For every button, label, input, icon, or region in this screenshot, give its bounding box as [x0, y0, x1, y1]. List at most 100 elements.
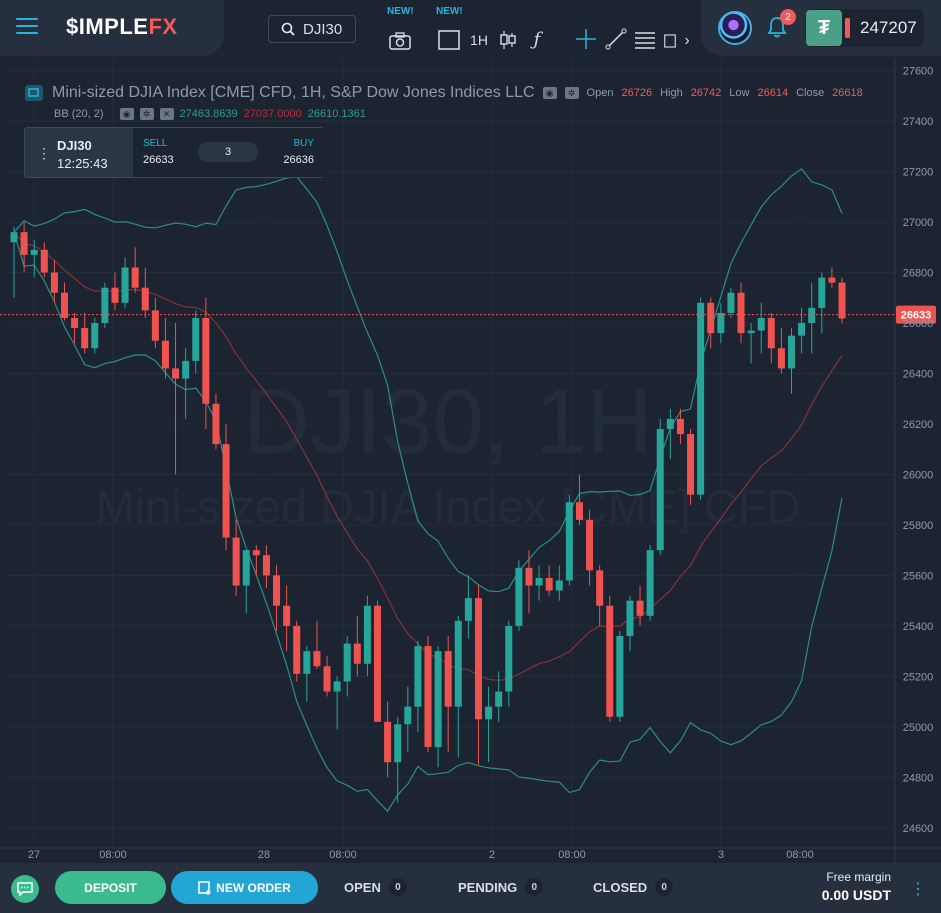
bb-label: BB (20, 2): [54, 108, 104, 120]
settings-icon[interactable]: ✲: [139, 108, 154, 120]
candle-body: [50, 272, 58, 293]
bottom-bar: DEPOSIT NEW ORDER OPEN 0 PENDING 0 CLOSED 0…: [0, 863, 941, 913]
buy-button[interactable]: 26636: [283, 154, 314, 166]
candle-body: [808, 307, 816, 324]
y-tick-label: 27000: [903, 217, 934, 229]
candle-body: [40, 249, 48, 273]
candle-body: [697, 302, 705, 495]
camera-icon[interactable]: [388, 10, 412, 50]
watermark-name: Mini-sized DJIA Index [CME] CFD: [95, 480, 800, 533]
candle-body: [616, 635, 624, 717]
search-value: DJI30: [303, 20, 343, 38]
x-tick-label: 08:00: [99, 849, 127, 861]
y-tick-label: 26600: [903, 318, 934, 330]
more-icon[interactable]: ⋮: [37, 145, 51, 161]
candle-body: [626, 600, 634, 636]
bb-upper: 27463.8639: [179, 108, 238, 120]
candle-body: [676, 418, 684, 435]
candle-body: [838, 282, 846, 319]
candle-body: [747, 330, 755, 334]
layout-icon[interactable]: [437, 10, 461, 50]
candle-body: [586, 519, 594, 571]
trade-prices: SELL 26633 3 BUY 26636: [133, 128, 324, 177]
visibility-icon[interactable]: ◉: [119, 108, 134, 120]
y-tick-label: 27200: [903, 167, 934, 179]
account-area: 2 ₮ 247207: [701, 0, 941, 56]
candle-body: [202, 317, 210, 404]
candle-body: [182, 360, 190, 379]
symbol-search[interactable]: DJI30: [268, 15, 356, 43]
x-tick-label: 08:00: [786, 849, 814, 861]
x-tick-label: 27: [28, 849, 40, 861]
avatar[interactable]: [718, 11, 752, 45]
candle-body: [525, 567, 533, 586]
candle-body: [374, 605, 382, 722]
tab-open[interactable]: OPEN 0: [344, 878, 407, 896]
trade-time: 12:25:43: [57, 156, 108, 171]
notification-badge: 2: [780, 9, 796, 25]
candle-body: [242, 550, 250, 586]
candle-body: [606, 605, 614, 717]
candle-body: [131, 267, 139, 288]
y-tick-label: 26400: [903, 368, 934, 380]
candle-body: [666, 418, 674, 430]
candle-body: [636, 600, 644, 616]
candle-body: [717, 312, 725, 334]
candles-icon[interactable]: [498, 10, 518, 50]
candle-body: [343, 643, 351, 682]
candle-body: [454, 620, 462, 707]
candle-body: [151, 310, 159, 341]
x-tick-label: 3: [718, 849, 724, 861]
candle-body: [212, 403, 220, 445]
visibility-icon[interactable]: ◉: [542, 87, 557, 99]
tab-pending[interactable]: PENDING 0: [458, 878, 544, 896]
settings-icon[interactable]: ✲: [564, 87, 579, 99]
y-tick-label: 25800: [903, 520, 934, 532]
trendline-icon[interactable]: [604, 10, 628, 50]
close-icon[interactable]: ✕: [159, 108, 174, 120]
logo[interactable]: $IMPLEFX: [66, 14, 178, 39]
candle-body: [495, 691, 503, 707]
y-tick-label: 25600: [903, 570, 934, 582]
candle-body: [81, 328, 89, 349]
fib-icon[interactable]: [633, 10, 657, 50]
price-chart[interactable]: DJI30, 1H Mini-sized DJIA Index [CME] CFD…: [0, 58, 941, 863]
candle-body: [575, 502, 583, 520]
menu-icon[interactable]: [16, 18, 38, 36]
y-tick-label: 26200: [903, 419, 934, 431]
balance-indicator: [845, 18, 850, 38]
indicators-icon[interactable]: ƒ: [533, 29, 541, 50]
candle-body: [333, 681, 341, 692]
sell-button[interactable]: 26633: [143, 154, 174, 166]
deposit-button[interactable]: DEPOSIT: [55, 871, 166, 904]
chart-area[interactable]: DJI30, 1H Mini-sized DJIA Index [CME] CFD…: [0, 58, 941, 863]
candle-body: [172, 368, 180, 379]
candle-body: [737, 292, 745, 334]
chart-title: Mini-sized DJIA Index [CME] CFD, 1H, S&P…: [52, 84, 535, 101]
chart-legend: Mini-sized DJIA Index [CME] CFD, 1H, S&P…: [24, 84, 863, 102]
shape-icon[interactable]: [664, 10, 676, 50]
candle-body: [505, 625, 513, 692]
wallet-balance[interactable]: ₮ 247207: [805, 9, 924, 47]
open-count: 0: [388, 878, 407, 896]
candle-body: [262, 555, 270, 576]
x-tick-label: 28: [258, 849, 270, 861]
free-margin-label: Free margin: [826, 870, 891, 884]
y-tick-label: 24800: [903, 772, 934, 784]
candle-body: [384, 721, 392, 763]
y-tick-label: 26000: [903, 469, 934, 481]
chevron-right-icon[interactable]: ›: [684, 32, 690, 49]
more-options-icon[interactable]: ⋮: [910, 881, 926, 898]
bb-mid: 27037.0000: [243, 108, 302, 120]
free-margin-value: 0.00 USDT: [821, 887, 891, 903]
chat-icon[interactable]: [11, 875, 39, 903]
crosshair-icon[interactable]: [574, 10, 598, 50]
tab-closed[interactable]: CLOSED 0: [593, 878, 674, 896]
candle-body: [10, 232, 18, 243]
candle-body: [565, 502, 573, 581]
candle-body: [71, 317, 79, 329]
candle-body: [535, 577, 543, 586]
timeframe-selector[interactable]: 1H: [470, 32, 488, 48]
new-order-button[interactable]: NEW ORDER: [171, 871, 318, 904]
watermark-symbol: DJI30, 1H: [243, 371, 652, 473]
